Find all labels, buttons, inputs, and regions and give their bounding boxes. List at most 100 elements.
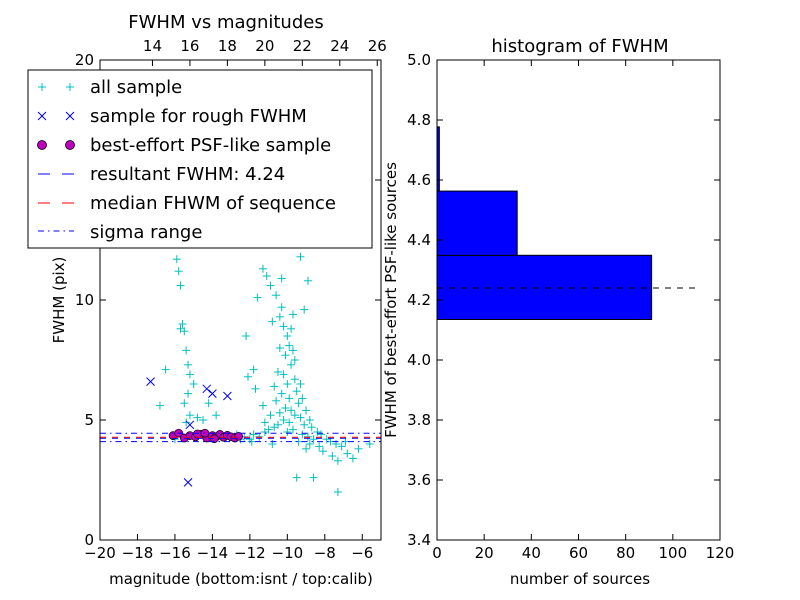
all-sample-point bbox=[343, 449, 352, 458]
all-sample-point bbox=[305, 440, 314, 448]
scatter-ticks: −20−18−16−14−12−10−8−6051015201416182022… bbox=[75, 37, 387, 562]
y-tick-label: 3.4 bbox=[407, 531, 431, 549]
all-sample-point bbox=[155, 401, 164, 410]
psf-sample-point bbox=[200, 428, 210, 438]
y-tick-label: 4.0 bbox=[407, 351, 431, 369]
all-sample-point bbox=[182, 346, 191, 355]
all-sample-point bbox=[273, 420, 282, 429]
x-tick-label: 40 bbox=[522, 544, 541, 562]
all-sample-point bbox=[176, 324, 185, 333]
all-sample-point bbox=[275, 312, 284, 321]
all-sample-point bbox=[302, 406, 311, 415]
all-sample-point bbox=[307, 423, 316, 432]
histogram-panel: 0 20 40 60 80 100 120 3.4 3.6 3.8 4.0 4.2 4.4 4.6 4.8 5… bbox=[382, 36, 734, 588]
legend-label-psf-sample: best-effort PSF-like sample bbox=[90, 135, 331, 156]
all-sample-point bbox=[292, 473, 301, 482]
x-tick-label: −14 bbox=[197, 544, 229, 562]
all-sample-point bbox=[182, 418, 191, 427]
histogram-bar bbox=[437, 126, 440, 192]
x-tick-label: −8 bbox=[314, 544, 336, 562]
all-sample-point bbox=[247, 437, 256, 446]
top-tick-label: 24 bbox=[330, 37, 349, 55]
y-tick-label: 4.4 bbox=[407, 231, 431, 249]
psf-sample-point bbox=[193, 429, 202, 439]
all-sample-point bbox=[249, 365, 258, 374]
legend-entry-sigma-range: sigma range bbox=[38, 222, 202, 243]
all-sample-point bbox=[180, 399, 189, 408]
y-tick-label: 4.8 bbox=[407, 111, 431, 129]
all-sample-point bbox=[294, 399, 303, 408]
top-tick-label: 18 bbox=[218, 37, 237, 55]
legend-entry-resultant-fwhm: resultant FWHM: 4.24 bbox=[38, 164, 285, 185]
all-sample-point bbox=[292, 387, 301, 396]
all-sample-point bbox=[185, 370, 194, 379]
all-sample-point bbox=[279, 322, 288, 331]
all-sample-point bbox=[305, 416, 314, 424]
top-tick-label: 14 bbox=[143, 37, 162, 55]
x-tick-label: 60 bbox=[569, 544, 588, 562]
y-tick-label: 10 bbox=[75, 291, 94, 309]
all-sample-point bbox=[290, 375, 299, 384]
x-tick-label: −12 bbox=[234, 544, 266, 562]
all-sample-point bbox=[283, 332, 292, 340]
all-sample-point bbox=[328, 452, 337, 460]
all-sample-point bbox=[260, 418, 269, 427]
all-sample-point bbox=[288, 346, 297, 355]
legend-box bbox=[27, 69, 373, 249]
histogram-bar bbox=[437, 254, 653, 320]
rough-fwhm-point bbox=[185, 420, 195, 430]
y-tick-label: 20 bbox=[75, 51, 94, 69]
x-tick-label: −6 bbox=[351, 544, 373, 562]
all-sample-point bbox=[242, 332, 251, 340]
all-sample-point bbox=[296, 380, 305, 388]
legend-label-rough-fwhm: sample for rough FWHM bbox=[90, 106, 307, 127]
x-tick-label: −18 bbox=[122, 544, 154, 562]
top-tick-label: 16 bbox=[180, 37, 199, 55]
all-sample-point bbox=[172, 255, 181, 264]
y-tick-label: 4.2 bbox=[407, 291, 431, 309]
all-sample-point bbox=[294, 437, 303, 446]
legend-entry-rough-fwhm: sample for rough FWHM bbox=[37, 106, 307, 127]
all-sample-point bbox=[253, 293, 262, 302]
all-sample-point bbox=[251, 384, 260, 393]
rough-fwhm-point bbox=[146, 377, 155, 386]
all-sample-point bbox=[161, 365, 170, 374]
legend-label-sigma-range: sigma range bbox=[90, 222, 202, 243]
x-tick-label: −20 bbox=[84, 544, 116, 562]
scatter-y-label: FWHM (pix) bbox=[50, 257, 68, 344]
all-sample-point bbox=[243, 372, 252, 381]
histogram-x-label: number of sources bbox=[510, 570, 650, 588]
x-tick-label: 100 bbox=[659, 544, 688, 562]
top-tick-label: 20 bbox=[255, 37, 274, 55]
legend-marker-plus bbox=[38, 83, 74, 91]
scatter-x-label: magnitude (bottom:isnt / top:calib) bbox=[109, 570, 373, 588]
x-tick-label: 80 bbox=[616, 544, 635, 562]
all-sample-point bbox=[266, 411, 275, 420]
histogram-y-label: FWHM of best-effort PSF-like sources bbox=[382, 162, 400, 438]
all-sample-point bbox=[264, 425, 273, 434]
y-tick-label: 5 bbox=[84, 411, 94, 429]
all-sample-point bbox=[258, 264, 267, 273]
all-sample-point bbox=[270, 382, 279, 391]
scatter-panel: −20−18−16−14−12−10−8−6051015201416182022… bbox=[27, 12, 387, 588]
all-sample-point bbox=[184, 389, 193, 398]
all-sample-point bbox=[309, 435, 318, 444]
histogram-data-layer bbox=[437, 126, 697, 320]
all-sample-point bbox=[189, 380, 198, 388]
all-sample-point bbox=[300, 305, 309, 314]
rough-fwhm-point bbox=[183, 478, 193, 487]
y-tick-label: 3.8 bbox=[407, 411, 431, 429]
histogram-ticks: 0 20 40 60 80 100 120 3.4 3.6 3.8 4.0 4.2 4.4 4.6 4.8 5… bbox=[407, 51, 734, 562]
all-sample-point bbox=[285, 418, 294, 427]
all-sample-point bbox=[279, 370, 288, 379]
all-sample-point bbox=[288, 425, 297, 434]
all-sample-point bbox=[333, 456, 342, 465]
all-sample-point bbox=[290, 411, 299, 420]
all-sample-point bbox=[298, 430, 307, 439]
all-sample-point bbox=[303, 276, 312, 285]
y-tick-label: 0 bbox=[84, 531, 94, 549]
all-sample-point bbox=[174, 267, 183, 276]
x-tick-label: 20 bbox=[475, 544, 494, 562]
scatter-title: FWHM vs magnitudes bbox=[128, 12, 323, 33]
